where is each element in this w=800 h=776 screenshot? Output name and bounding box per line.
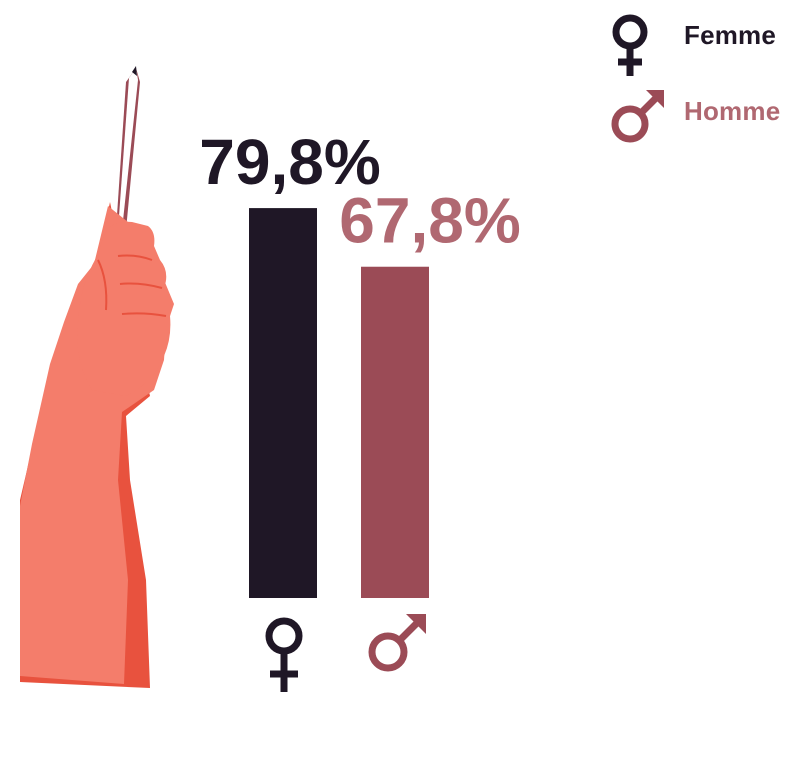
- pen-icon: [116, 66, 140, 230]
- value-labels-layer: 79,8%67,8%: [199, 126, 520, 257]
- bar-homme: [361, 266, 429, 598]
- legend-label-homme: Homme: [684, 96, 781, 126]
- legend-item-femme: Femme: [608, 10, 800, 76]
- mars-icon: [611, 90, 664, 143]
- legend-item-homme: Homme: [608, 86, 800, 146]
- bars-layer: [249, 208, 429, 598]
- value-label-homme: 67,8%: [339, 185, 520, 257]
- venus-icon: [612, 14, 648, 76]
- category-icons-layer: [265, 614, 426, 692]
- bar-femme: [249, 208, 317, 598]
- legend-label-femme: Femme: [684, 20, 777, 50]
- hand-holding-pen-illustration: [20, 66, 174, 688]
- venus-icon: [265, 617, 303, 692]
- mars-icon: [368, 614, 426, 672]
- value-label-femme: 79,8%: [199, 126, 380, 198]
